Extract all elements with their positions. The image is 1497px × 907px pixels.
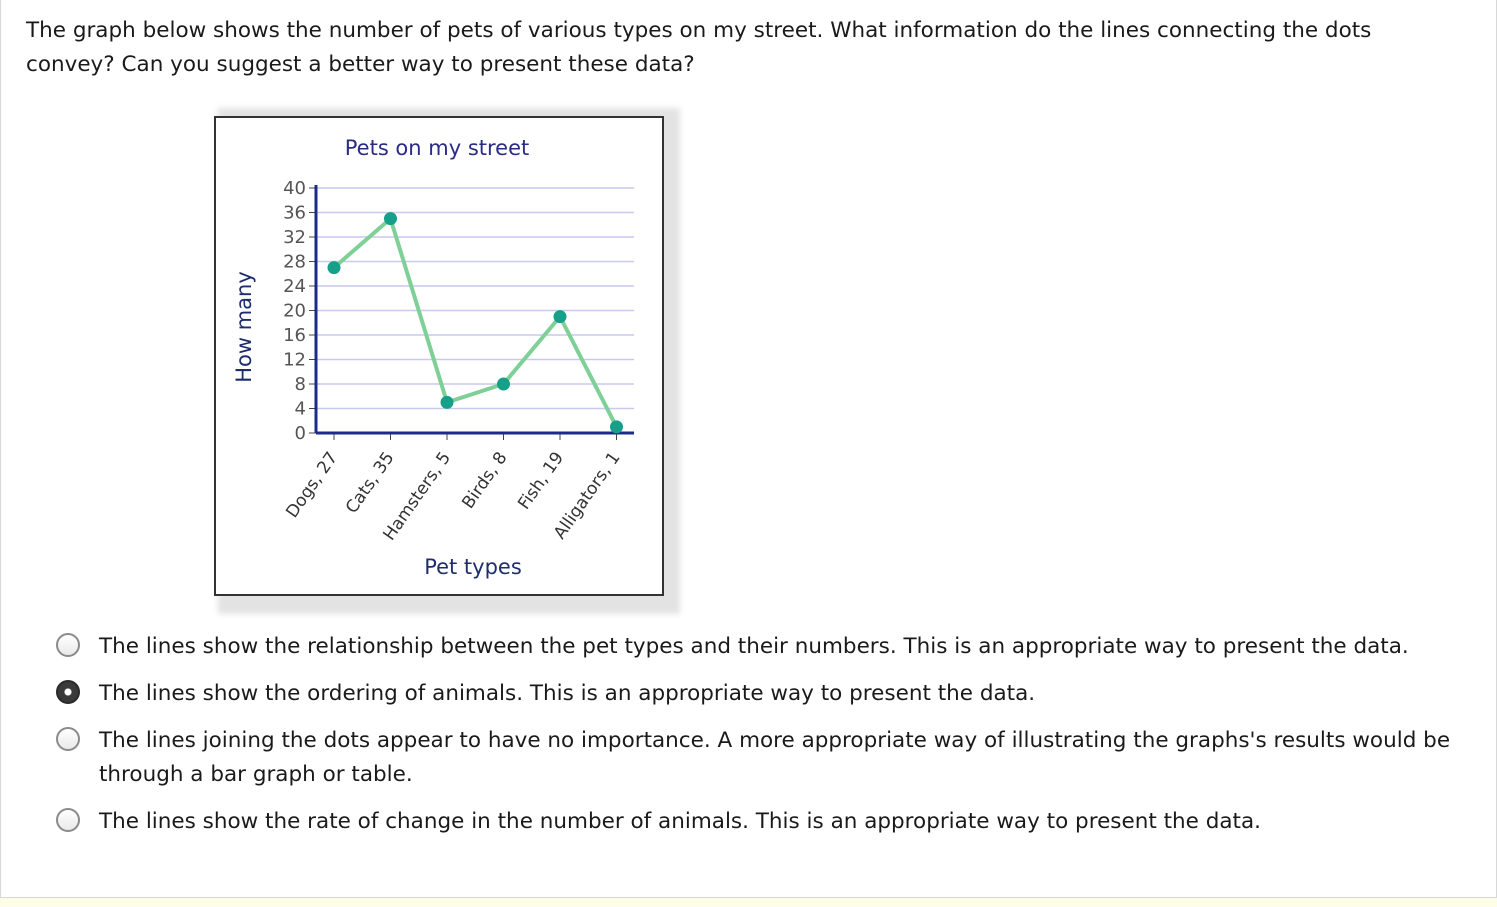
category-label: Birds, 8 xyxy=(458,448,511,512)
data-point xyxy=(553,310,567,324)
category-label: Fish, 19 xyxy=(514,448,568,513)
x-axis-label: Pet types xyxy=(424,555,522,579)
radio-button[interactable] xyxy=(56,727,80,751)
data-point xyxy=(440,395,454,409)
y-tick-label: 28 xyxy=(283,252,306,273)
radio-button[interactable] xyxy=(56,633,80,657)
y-tick-label: 4 xyxy=(295,399,306,420)
chart-title: Pets on my street xyxy=(345,136,530,160)
y-axis-label: How many xyxy=(232,271,256,383)
pets-chart: Pets on my street How many Pet types 0 4 8… xyxy=(232,136,634,579)
data-point xyxy=(327,261,341,275)
data-point xyxy=(497,377,510,391)
data-point xyxy=(384,212,397,226)
answer-option-text: The lines show the ordering of animals. … xyxy=(99,681,1036,706)
y-tick-label: 20 xyxy=(283,301,306,322)
category-label: Cats, 35 xyxy=(342,448,399,517)
answer-option[interactable]: The lines joining the dots appear to hav… xyxy=(56,724,1476,792)
series-line xyxy=(332,216,619,428)
radio-button-selected[interactable] xyxy=(56,680,80,704)
answer-option-text: The lines joining the dots appear to hav… xyxy=(99,728,1451,787)
y-tick-label: 32 xyxy=(283,227,306,248)
answer-options: The lines show the relationship between … xyxy=(56,630,1476,852)
answer-option-text: The lines show the rate of change in the… xyxy=(99,809,1261,834)
data-point xyxy=(610,420,623,434)
answer-option[interactable]: The lines show the relationship between … xyxy=(56,630,1476,664)
y-tick-label: 40 xyxy=(283,178,306,199)
answer-option[interactable]: The lines show the ordering of animals. … xyxy=(56,677,1476,711)
y-tick-label: 0 xyxy=(295,423,306,444)
y-tick-label: 24 xyxy=(283,276,306,297)
answer-option-text: The lines show the relationship between … xyxy=(99,634,1409,659)
y-tick-label: 12 xyxy=(283,350,306,371)
question-text: The graph below shows the number of pets… xyxy=(26,18,1372,77)
category-label: Dogs, 27 xyxy=(282,448,342,521)
y-tick-label: 8 xyxy=(295,374,306,395)
y-tick-label: 36 xyxy=(283,203,306,224)
chart-frame xyxy=(214,116,664,596)
radio-button[interactable] xyxy=(56,808,80,832)
y-tick-label: 16 xyxy=(283,325,306,346)
answer-option[interactable]: The lines show the rate of change in the… xyxy=(56,805,1476,839)
